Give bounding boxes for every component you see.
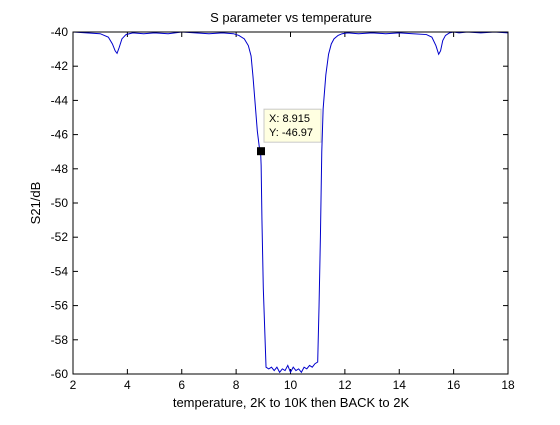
y-tick-label: -56 [51,299,69,313]
x-axis-label: temperature, 2K to 10K then BACK to 2K [173,395,410,410]
y-tick-label: -46 [51,128,69,142]
plot-area-frame [72,31,509,375]
x-tick-label: 18 [501,378,515,392]
data-point-marker[interactable] [257,147,266,156]
series-layer [72,31,509,374]
x-tick-label: 12 [338,378,352,392]
y-tick-label: -58 [51,333,69,347]
y-tick-label: -52 [51,230,69,244]
datatip-box [263,108,322,143]
y-tick-label: -60 [51,367,69,381]
x-tick-label: 2 [70,378,77,392]
y-axis-label: S21/dB [28,182,43,225]
x-tick-label: 16 [447,378,461,392]
y-tick-label: -50 [51,196,69,210]
x-tick-label: 14 [393,378,407,392]
ticks-layer: 2 4 6 8 10 12 14 16 18 -40 -42 -44 -46 -48 -50 -52 -54 -5… [51,25,515,392]
datatip-y-value: Y: -46.97 [269,127,313,139]
chart-title: S parameter vs temperature [210,10,372,25]
y-tick-label: -48 [51,162,69,176]
x-tick-label: 4 [124,378,131,392]
y-tick-label: -40 [51,25,69,39]
datatip[interactable]: X: 8.915 Y: -46.97 [257,108,322,156]
datatip-x-value: X: 8.915 [269,113,310,125]
x-tick-label: 6 [178,378,185,392]
x-tick-label: 8 [233,378,240,392]
series-line [72,31,509,374]
y-tick-label: -42 [51,59,69,73]
y-tick-label: -44 [51,93,69,107]
y-tick-label: -54 [51,264,69,278]
x-tick-label: 10 [284,378,298,392]
